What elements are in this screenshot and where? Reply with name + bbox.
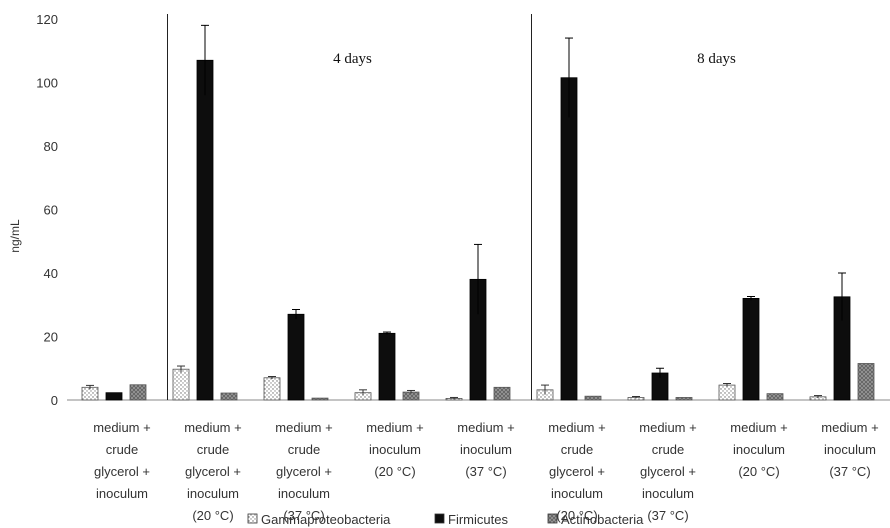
category-label-line: glycerol + [94,464,150,479]
category-label-line: inoculum [187,486,239,501]
bar-gammaproteobacteria [172,368,190,401]
bar-actinobacteria [675,397,693,401]
category-label: medium + crude glycerol + inoculum (37 °C) [275,420,332,523]
category-label-line: glycerol + [276,464,332,479]
bar-firmicutes [105,392,123,401]
category-label: medium + inoculum (37 °C) [821,420,878,479]
category-label-line: (37 °C) [647,508,688,523]
legend-swatch [247,513,258,524]
bar-firmicutes [196,59,214,401]
category-label-line: (20 °C) [192,508,233,523]
category-label-line: (37 °C) [829,464,870,479]
bar-gammaproteobacteria [263,377,281,401]
category-label-line: inoculum [642,486,694,501]
bar-actinobacteria [129,384,147,401]
category-label-line: medium + [184,420,241,435]
category-label-line: medium + [548,420,605,435]
legend-label: Firmicutes [448,512,508,527]
category-label-line: medium + [821,420,878,435]
legend-swatch [434,513,445,524]
category-label: medium + crude glycerol + inoculum (37 °C) [639,420,696,523]
category-label-line: (20 °C) [738,464,779,479]
category-label-line: (20 °C) [556,508,597,523]
y-tick-label: 60 [44,203,58,218]
legend: Gammaproteobacteria Firmicutes Actinobacte… [247,512,644,527]
period-label: 4 days [333,51,372,67]
legend-swatch [547,513,558,524]
bar-firmicutes [287,313,305,401]
bar-actinobacteria [220,392,238,401]
y-tick-label: 20 [44,330,58,345]
category-label: medium + crude glycerol + inoculum (20 °C) [184,420,241,523]
category-label-line: (20 °C) [374,464,415,479]
category-label-line: medium + [366,420,423,435]
category-label-line: glycerol + [549,464,605,479]
bar-gammaproteobacteria [718,384,736,401]
error-bars [86,24,846,400]
legend-label: Actinobacteria [561,512,644,527]
period-separators [167,14,532,400]
category-label-line: inoculum [278,486,330,501]
category-label: medium + crude glycerol + inoculum (20 °C) [548,420,605,523]
bar-actinobacteria [857,363,875,401]
category-label-line: crude [106,442,139,457]
category-label-line: glycerol + [640,464,696,479]
category-label-line: crude [561,442,594,457]
category-label-line: inoculum [96,486,148,501]
category-label-line: glycerol + [185,464,241,479]
bars [81,59,875,401]
category-label-line: crude [197,442,230,457]
category-label-line: inoculum [551,486,603,501]
bar-firmicutes [742,297,760,401]
category-label-line: medium + [639,420,696,435]
category-label-line: inoculum [824,442,876,457]
y-tick-label: 120 [36,12,58,27]
category-label-line: (37 °C) [465,464,506,479]
category-label-line: inoculum [369,442,421,457]
category-label-line: medium + [275,420,332,435]
bar-firmicutes [560,77,578,401]
y-axis: 0 20 40 60 80 100 120 [36,12,890,408]
category-label: medium + inoculum (20 °C) [730,420,787,479]
category-labels: medium + crude glycerol + inoculum medium + c… [93,420,878,523]
period-labels: 4 days 8 days [333,51,736,67]
bar-actinobacteria [766,393,784,401]
category-label-line: inoculum [460,442,512,457]
category-label-line: medium + [730,420,787,435]
y-axis-label: ng/mL [8,219,22,253]
y-tick-label: 40 [44,266,58,281]
category-label: medium + inoculum (37 °C) [457,420,514,479]
category-label-line: (37 °C) [283,508,324,523]
category-label-line: medium + [457,420,514,435]
bar-actinobacteria [311,397,329,401]
category-label-line: inoculum [733,442,785,457]
legend-label: Gammaproteobacteria [261,512,391,527]
bar-actinobacteria [493,386,511,401]
bar-actinobacteria [584,395,602,401]
category-label: medium + crude glycerol + inoculum [93,420,150,501]
y-tick-label: 0 [51,393,58,408]
y-tick-label: 80 [44,139,58,154]
y-tick-label: 100 [36,76,58,91]
category-label-line: medium + [93,420,150,435]
category-label-line: crude [652,442,685,457]
period-label: 8 days [697,51,736,67]
category-label-line: crude [288,442,321,457]
bar-firmicutes [378,332,396,401]
category-label: medium + inoculum (20 °C) [366,420,423,479]
